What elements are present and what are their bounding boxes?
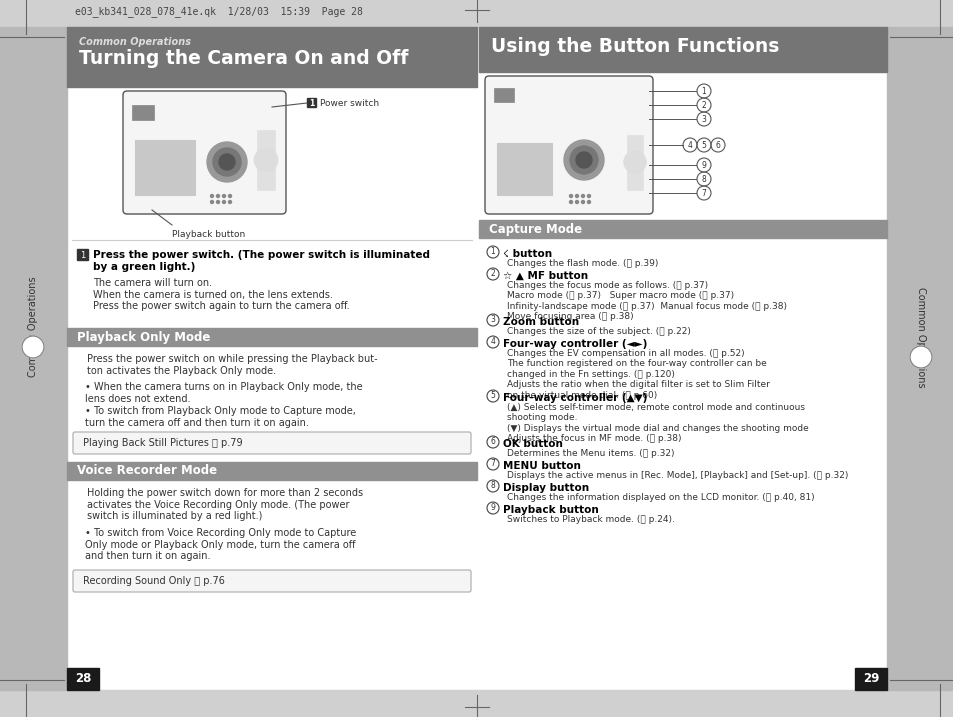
Text: ☆ ▲ MF button: ☆ ▲ MF button	[502, 271, 587, 281]
Circle shape	[229, 201, 232, 204]
Text: (▲) Selects self-timer mode, remote control mode and continuous
shooting mode.
(: (▲) Selects self-timer mode, remote cont…	[506, 403, 808, 443]
Text: 8: 8	[700, 174, 705, 184]
Text: 1: 1	[700, 87, 705, 95]
Text: Four-way controller (▲▼): Four-way controller (▲▼)	[502, 393, 647, 403]
Circle shape	[219, 154, 234, 170]
Bar	[67, 328, 476, 346]
Circle shape	[575, 201, 578, 204]
Circle shape	[211, 194, 213, 197]
Text: Using the Button Functions: Using the Button Functions	[491, 37, 779, 56]
FancyBboxPatch shape	[73, 570, 471, 592]
Circle shape	[569, 146, 598, 174]
Text: Determines the Menu items. (⩲ p.32): Determines the Menu items. (⩲ p.32)	[506, 449, 674, 458]
Text: Voice Recorder Mode: Voice Recorder Mode	[77, 465, 217, 478]
FancyBboxPatch shape	[484, 76, 652, 214]
Text: 2: 2	[490, 270, 495, 278]
Bar	[67, 462, 476, 480]
Circle shape	[623, 151, 645, 173]
Text: Common Operations: Common Operations	[79, 37, 191, 47]
Circle shape	[581, 194, 584, 197]
FancyBboxPatch shape	[73, 432, 471, 454]
Bar	[478, 220, 886, 238]
Text: 8: 8	[490, 482, 495, 490]
Circle shape	[22, 336, 44, 358]
Text: 3: 3	[700, 115, 706, 123]
Circle shape	[575, 194, 578, 197]
Circle shape	[569, 194, 572, 197]
Text: Changes the flash mode. (⩲ p.39): Changes the flash mode. (⩲ p.39)	[506, 259, 658, 268]
Text: Four-way controller (◄►): Four-way controller (◄►)	[502, 339, 647, 349]
Text: Changes the information displayed on the LCD monitor. (⩲ p.40, 81): Changes the information displayed on the…	[506, 493, 814, 502]
Text: • To switch from Playback Only mode to Capture mode,
turn the camera off and the: • To switch from Playback Only mode to C…	[85, 406, 355, 427]
Text: Switches to Playback mode. (⩲ p.24).: Switches to Playback mode. (⩲ p.24).	[506, 515, 674, 524]
Text: Zoom button: Zoom button	[502, 317, 578, 327]
Circle shape	[909, 346, 931, 368]
Text: 2: 2	[700, 100, 705, 110]
Text: Holding the power switch down for more than 2 seconds
activates the Voice Record: Holding the power switch down for more t…	[87, 488, 363, 521]
Text: 6: 6	[715, 141, 720, 150]
Text: Display button: Display button	[502, 483, 589, 493]
Circle shape	[216, 201, 219, 204]
Text: The camera will turn on.
When the camera is turned on, the lens extends.
Press t: The camera will turn on. When the camera…	[92, 278, 349, 311]
FancyBboxPatch shape	[123, 91, 286, 214]
Text: Playback Only Mode: Playback Only Mode	[77, 331, 211, 343]
Bar	[135, 140, 194, 195]
Bar	[256, 130, 274, 190]
Text: 4: 4	[687, 141, 692, 150]
Bar	[0, 690, 953, 717]
Text: Changes the EV compensation in all modes. (⩲ p.52)
The function registered on th: Changes the EV compensation in all modes…	[506, 349, 769, 399]
Bar	[478, 27, 886, 72]
Circle shape	[576, 152, 592, 168]
Text: 3: 3	[490, 315, 495, 325]
Text: 6: 6	[490, 437, 495, 447]
Circle shape	[581, 201, 584, 204]
Text: 9: 9	[490, 503, 495, 513]
Text: • To switch from Voice Recording Only mode to Capture
Only mode or Playback Only: • To switch from Voice Recording Only mo…	[85, 528, 355, 561]
Bar	[886, 27, 953, 690]
Text: Press the power switch on while pressing the Playback but-
ton activates the Pla: Press the power switch on while pressing…	[87, 354, 377, 376]
Text: Playing Back Still Pictures ⩲ p.79: Playing Back Still Pictures ⩲ p.79	[83, 438, 242, 448]
Text: 5: 5	[490, 391, 495, 401]
Text: 1: 1	[490, 247, 495, 257]
Circle shape	[253, 148, 277, 172]
Text: e03_kb341_028_078_41e.qk  1/28/03  15:39  Page 28: e03_kb341_028_078_41e.qk 1/28/03 15:39 P…	[75, 6, 362, 17]
Bar	[494, 88, 514, 102]
Bar	[626, 135, 642, 190]
Text: • When the camera turns on in Playback Only mode, the
lens does not extend.: • When the camera turns on in Playback O…	[85, 382, 362, 404]
Bar	[0, 27, 67, 690]
Text: 7: 7	[700, 189, 706, 197]
Bar	[854, 668, 886, 690]
Bar	[497, 143, 552, 195]
Text: Displays the active menus in [Rec. Mode], [Playback] and [Set-up]. (⩲ p.32): Displays the active menus in [Rec. Mode]…	[506, 471, 847, 480]
Text: Playback button: Playback button	[502, 505, 598, 515]
Text: 9: 9	[700, 161, 706, 169]
Text: 29: 29	[862, 673, 879, 685]
Circle shape	[216, 194, 219, 197]
Text: ☇ button: ☇ button	[502, 249, 552, 259]
Text: Changes the focus mode as follows. (⩲ p.37)
Macro mode (⩲ p.37)   Super macro mo: Changes the focus mode as follows. (⩲ p.…	[506, 281, 786, 321]
Text: Common Operations: Common Operations	[28, 277, 38, 377]
Circle shape	[211, 201, 213, 204]
Text: Press the power switch. (The power switch is illuminated
by a green light.): Press the power switch. (The power switc…	[92, 250, 430, 272]
Circle shape	[569, 201, 572, 204]
Text: OK button: OK button	[502, 439, 562, 449]
Text: Capture Mode: Capture Mode	[489, 222, 581, 235]
Bar	[77, 249, 88, 260]
Bar	[67, 27, 476, 87]
Text: Playback button: Playback button	[172, 230, 245, 239]
Circle shape	[587, 194, 590, 197]
Circle shape	[229, 194, 232, 197]
Circle shape	[222, 194, 225, 197]
Text: MENU button: MENU button	[502, 461, 580, 471]
Text: Changes the size of the subject. (⩲ p.22): Changes the size of the subject. (⩲ p.22…	[506, 327, 690, 336]
Text: 1: 1	[309, 98, 314, 108]
Bar	[67, 668, 99, 690]
Circle shape	[207, 142, 247, 182]
Text: Recording Sound Only ⩲ p.76: Recording Sound Only ⩲ p.76	[83, 576, 225, 586]
Bar	[307, 98, 315, 107]
Text: 7: 7	[490, 460, 495, 468]
Circle shape	[222, 201, 225, 204]
Text: Power switch: Power switch	[319, 98, 378, 108]
Circle shape	[563, 140, 603, 180]
Bar	[0, 0, 953, 27]
